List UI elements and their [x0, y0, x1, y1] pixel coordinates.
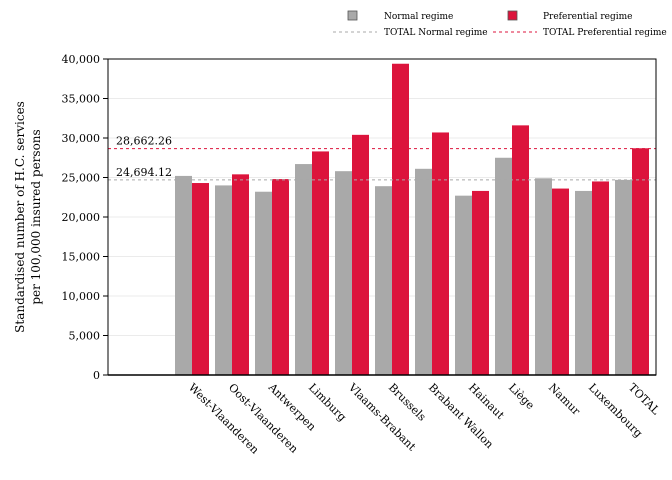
bar-preferential-regime: [592, 181, 609, 375]
y-tick-label: 5,000: [69, 330, 101, 343]
bar-preferential-regime: [512, 125, 529, 375]
reference-label-total-normal: 24,694.12: [116, 166, 172, 179]
legend-label-normal: Normal regime: [384, 12, 453, 22]
legend-swatch-preferential: [507, 10, 518, 21]
y-tick-label: 10,000: [62, 290, 101, 303]
bar-preferential-regime: [192, 183, 209, 375]
y-tick-label: 25,000: [62, 172, 101, 185]
bar-normal-regime: [375, 186, 392, 375]
y-tick-label: 20,000: [62, 211, 101, 224]
y-tick-label: 40,000: [62, 53, 101, 66]
y-axis-title-line-1: Standardised number of H.C. services: [13, 101, 27, 333]
bar-normal-regime: [495, 157, 512, 375]
bar-preferential-regime: [272, 179, 289, 375]
y-axis-ticks: 0 5,000 10,000 15,000 20,000 25,000 30,000 35,0…: [62, 53, 108, 382]
legend-label-total-normal: TOTAL Normal regime: [384, 28, 488, 38]
x-category-label: Oost-Vlaanderen: [226, 381, 301, 456]
bar-preferential-regime: [352, 134, 369, 375]
x-category-label: Namur: [546, 381, 583, 418]
x-category-label: West-Vlaanderen: [186, 381, 262, 457]
x-category-label: Vlaams-Brabant: [345, 380, 419, 454]
bar-preferential-regime: [392, 63, 409, 376]
y-tick-label: 35,000: [62, 93, 101, 106]
bar-normal-regime: [335, 171, 352, 375]
y-tick-label: 15,000: [62, 251, 101, 264]
bar-normal-regime: [295, 164, 312, 375]
legend-label-total-preferential: TOTAL Preferential regime: [543, 28, 667, 38]
bar-normal-regime: [175, 175, 192, 375]
x-category-label: Hainaut: [466, 381, 507, 422]
y-tick-label: 30,000: [62, 132, 101, 145]
bar-preferential-regime: [232, 174, 249, 375]
bars: [175, 63, 649, 376]
legend-label-preferential: Preferential regime: [543, 12, 633, 22]
bar-normal-regime: [615, 179, 632, 375]
legend: Normal regime Preferential regime TOTAL …: [333, 10, 667, 38]
bar-preferential-regime: [632, 148, 649, 375]
y-axis-title-line-2: per 100,000 insured persons: [29, 129, 43, 304]
bar-normal-regime: [455, 195, 472, 375]
x-category-label: Liège: [506, 381, 537, 412]
x-axis-labels: West-VlaanderenOost-VlaanderenAntwerpenL…: [186, 380, 663, 456]
reference-lines: 24,694.12 28,662.26: [108, 135, 656, 181]
bar-normal-regime: [575, 190, 592, 375]
bar-preferential-regime: [312, 151, 329, 375]
x-category-label: TOTAL: [626, 381, 663, 418]
bar-normal-regime: [215, 185, 232, 375]
y-tick-label: 0: [93, 369, 100, 382]
reference-label-total-preferential: 28,662.26: [116, 135, 172, 148]
bar-preferential-regime: [432, 132, 449, 375]
bar-normal-regime: [255, 191, 272, 375]
bar-normal-regime: [415, 168, 432, 375]
legend-swatch-normal: [347, 10, 358, 21]
bar-preferential-regime: [552, 188, 569, 375]
bar-normal-regime: [535, 178, 552, 375]
bar-preferential-regime: [472, 190, 489, 375]
